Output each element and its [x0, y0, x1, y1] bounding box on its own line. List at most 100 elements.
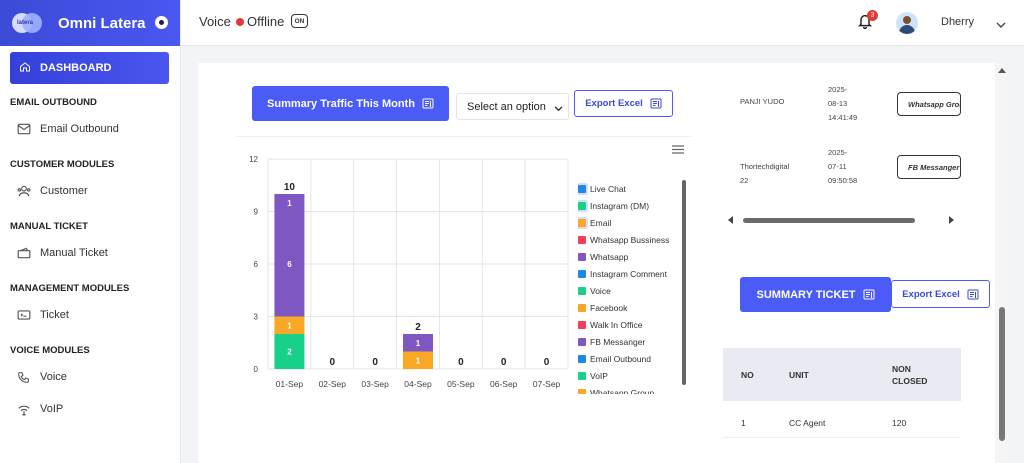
transaction-timestamp: 2025- 08-13 14:41:49 [828, 85, 858, 122]
report-icon [422, 98, 434, 109]
column-header-unit: UNIT [789, 370, 809, 380]
sidebar-item-ticket[interactable]: Ticket [0, 298, 180, 332]
chart-menu-icon[interactable] [672, 141, 684, 159]
x-tick-label: 04-Sep [404, 379, 432, 389]
sidebar-item-label: Email Outbound [40, 123, 119, 135]
home-icon [19, 61, 31, 76]
x-tick-label: 06-Sep [490, 379, 518, 389]
sidebar: latera Omni Latera DASHBOARD EMAIL OUTBO… [0, 0, 181, 463]
legend-swatch [578, 235, 586, 244]
horizontal-scrollbar[interactable] [728, 213, 954, 227]
page-scroll-thumb[interactable] [999, 307, 1005, 441]
page-scrollbar[interactable] [996, 63, 1007, 463]
legend-item[interactable]: VoIP [578, 367, 686, 384]
chart-legend: Live Chat Instagram (DM) Email Whatsapp Bus… [578, 180, 686, 394]
channel-tag[interactable]: FB Messanger [897, 155, 961, 179]
legend-item[interactable]: Email Outbound [578, 350, 686, 367]
logo[interactable]: latera [10, 10, 46, 36]
scroll-up-icon[interactable] [998, 68, 1006, 73]
summary-ticket-button[interactable]: SUMMARY TICKET [740, 277, 891, 312]
total-label: 0 [372, 357, 378, 368]
sidebar-section-title: VOICE MODULES [10, 345, 90, 356]
segment-label: 1 [416, 339, 421, 348]
bar-segment [274, 211, 305, 317]
sidebar-item-email-outbound[interactable]: Email Outbound [0, 112, 180, 146]
legend-swatch [578, 354, 586, 363]
chevron-down-icon[interactable] [996, 16, 1006, 34]
status-dot [236, 18, 244, 26]
column-header-non-closed: NON CLOSED [892, 364, 928, 386]
sidebar-item-label: DASHBOARD [40, 62, 112, 74]
legend-swatch [578, 320, 586, 329]
legend-swatch [578, 218, 586, 227]
summary-traffic-button[interactable]: Summary Traffic This Month [252, 86, 449, 121]
column-header-no: NO [741, 370, 754, 380]
chevron-down-icon [554, 103, 563, 115]
y-tick-label: 9 [254, 208, 259, 217]
sidebar-item-label: Customer [40, 185, 88, 197]
traffic-filter-select[interactable]: Select an option [456, 93, 569, 120]
legend-item[interactable]: Facebook [578, 299, 686, 316]
ticket-table-header: NO UNIT NON CLOSED [723, 348, 961, 401]
sidebar-item-manual-ticket[interactable]: Manual Ticket [0, 236, 180, 270]
legend-item[interactable]: Email [578, 214, 686, 231]
legend-item[interactable]: Voice [578, 282, 686, 299]
legend-item[interactable]: Instagram (DM) [578, 197, 686, 214]
voip-icon [17, 403, 31, 416]
dashboard-card: Summary Traffic This Month Select an opt… [198, 63, 995, 463]
legend-swatch [578, 371, 586, 380]
ticket-card-icon [17, 309, 31, 321]
voice-status-text: Offline [247, 14, 285, 29]
sidebar-item-voice[interactable]: Voice [0, 360, 180, 394]
total-label: 10 [284, 182, 296, 193]
legend-scrollbar[interactable] [682, 180, 686, 385]
scroll-right-icon [949, 216, 954, 224]
legend-item[interactable]: Walk In Office [578, 316, 686, 333]
legend-item[interactable]: Whatsapp Group [578, 384, 686, 394]
report-icon [650, 98, 662, 109]
sidebar-item-voip[interactable]: VoIP [0, 392, 180, 426]
x-tick-label: 02-Sep [319, 379, 347, 389]
channel-tag[interactable]: Whatsapp Group [897, 92, 961, 116]
legend-item[interactable]: Whatsapp [578, 248, 686, 265]
legend-label: Facebook [590, 302, 628, 313]
y-tick-label: 3 [254, 313, 259, 322]
legend-swatch [578, 388, 586, 394]
bar-segment [403, 334, 433, 352]
total-label: 0 [330, 357, 336, 368]
ticket-icon [17, 247, 31, 259]
x-tick-label: 03-Sep [361, 379, 389, 389]
legend-item[interactable]: Whatsapp Bussiness [578, 231, 686, 248]
legend-label: Email Outbound [590, 353, 651, 364]
voice-on-toggle[interactable]: ON [291, 14, 308, 28]
y-tick-label: 6 [254, 260, 259, 269]
sidebar-toggle-button[interactable] [155, 16, 168, 29]
legend-item[interactable]: Instagram Comment [578, 265, 686, 282]
legend-item[interactable]: Live Chat [578, 180, 686, 197]
legend-label: Whatsapp Group [590, 387, 655, 395]
legend-item[interactable]: FB Messanger [578, 333, 686, 350]
sidebar-section-title: MANUAL TICKET [10, 221, 88, 232]
legend-label: Whatsapp [590, 251, 629, 262]
avatar[interactable] [896, 12, 918, 34]
traffic-export-excel-button[interactable]: Export Excel [574, 90, 673, 117]
total-label: 0 [544, 357, 550, 368]
ticket-export-excel-button[interactable]: Export Excel [891, 280, 990, 308]
sidebar-item-dashboard[interactable]: DASHBOARD [10, 52, 169, 84]
report-icon [967, 289, 979, 300]
report-icon [863, 289, 875, 300]
horizontal-scroll-thumb[interactable] [743, 218, 915, 223]
y-tick-label: 12 [249, 155, 258, 164]
legend-label: Email [590, 217, 612, 228]
total-label: 2 [415, 322, 421, 333]
legend-label: Walk In Office [590, 319, 643, 330]
sidebar-nav: DASHBOARD EMAIL OUTBOUND Email Outbound … [0, 46, 180, 426]
y-tick-label: 0 [254, 365, 259, 374]
sidebar-item-label: Manual Ticket [40, 247, 108, 259]
user-name[interactable]: Dherry [941, 16, 975, 28]
legend-label: Live Chat [590, 183, 626, 194]
users-icon [17, 185, 31, 197]
sidebar-item-customer[interactable]: Customer [0, 174, 180, 208]
x-tick-label: 05-Sep [447, 379, 475, 389]
legend-label: Instagram Comment [590, 268, 667, 279]
